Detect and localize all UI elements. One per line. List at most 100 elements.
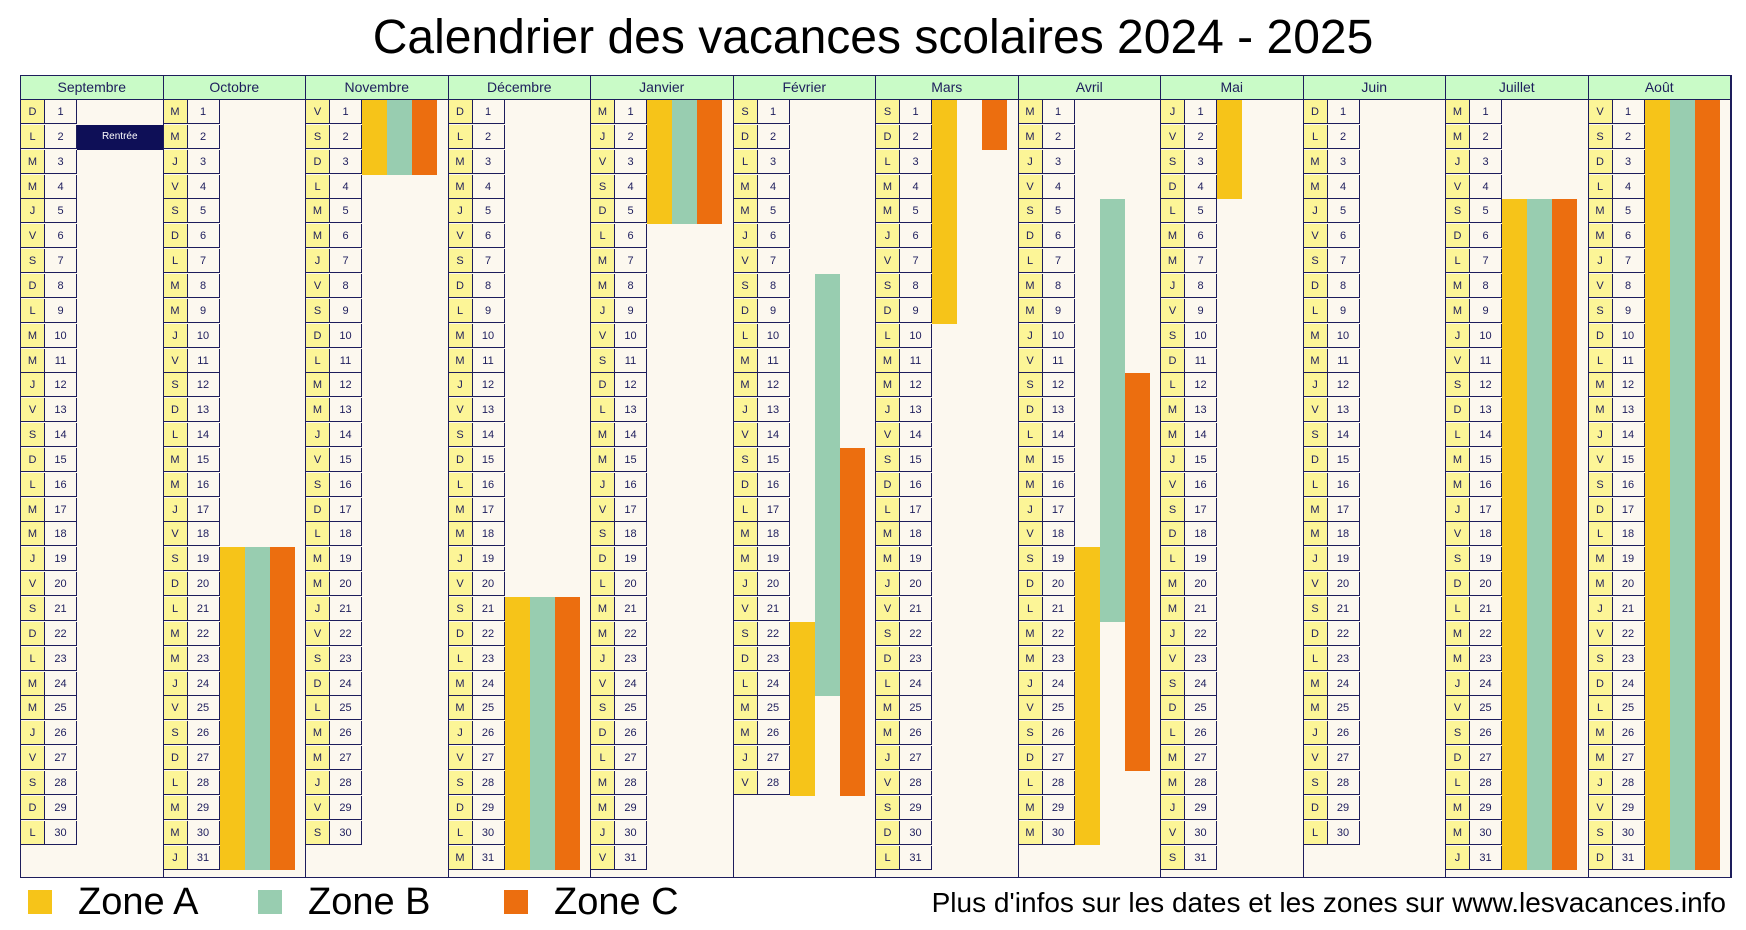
day-row: L 14: [163, 423, 220, 448]
day-number: 21: [330, 597, 362, 621]
day-row: V 29: [1588, 795, 1645, 820]
weekday-letter: L: [1161, 547, 1185, 572]
day-number: 8: [1042, 273, 1075, 298]
day-row: S 26: [1446, 721, 1502, 746]
day-row: M 19: [306, 547, 362, 572]
day-number: 27: [900, 746, 932, 771]
day-number: 3: [1612, 149, 1645, 174]
day-row: V 13: [1303, 398, 1360, 423]
day-number: 20: [757, 572, 790, 597]
holiday-bar-zone-c: [1552, 199, 1577, 871]
day-number: 7: [1042, 249, 1075, 274]
month-column: Mars S 1 D 2 L 3 M 4 M 5 J 6 V 7 S 8 D 9 L 10 M 11 M 12 J 13 V 14 S 15…: [876, 76, 1019, 877]
day-number: 22: [757, 621, 790, 646]
day-number: 26: [187, 721, 220, 746]
day-number: 22: [1470, 621, 1502, 646]
weekday-letter: D: [1446, 746, 1470, 771]
day-row: S 12: [163, 373, 220, 398]
day-row: D 30: [876, 820, 932, 845]
day-number: 11: [472, 348, 505, 373]
day-row: M 21: [591, 597, 647, 621]
day-row: L 12: [1161, 373, 1217, 398]
day-row: D 29: [448, 795, 505, 820]
day-number: 8: [757, 273, 790, 298]
day-number: 20: [330, 572, 362, 597]
weekday-letter: L: [876, 323, 900, 348]
day-number: 25: [1327, 696, 1360, 721]
day-number: 25: [187, 696, 220, 721]
day-number: 6: [472, 224, 505, 249]
weekday-letter: V: [21, 746, 45, 771]
weekday-letter: V: [1018, 174, 1043, 199]
weekday-letter: S: [733, 273, 758, 298]
day-row: M 10: [21, 323, 77, 348]
day-row: J 23: [591, 646, 647, 671]
day-row: S 12: [1446, 373, 1502, 398]
weekday-letter: S: [1446, 547, 1470, 572]
weekday-letter: M: [733, 696, 758, 721]
weekday-letter: J: [876, 572, 900, 597]
weekday-letter: S: [21, 597, 45, 621]
day-number: 13: [45, 398, 77, 423]
day-number: 14: [1185, 423, 1217, 448]
weekday-letter: V: [21, 572, 45, 597]
day-number: 13: [330, 398, 362, 423]
day-number: 1: [45, 100, 77, 124]
weekday-letter: M: [163, 298, 188, 323]
weekday-letter: M: [1018, 795, 1043, 820]
weekday-letter: V: [1018, 696, 1043, 721]
day-row: D 29: [1303, 795, 1360, 820]
day-row: L 11: [1588, 348, 1645, 373]
day-number: 2: [1470, 124, 1502, 149]
weekday-letter: J: [591, 472, 615, 497]
day-row: S 16: [306, 472, 362, 497]
day-row: M 20: [306, 572, 362, 597]
day-number: 15: [615, 447, 647, 472]
day-row: D 27: [1018, 746, 1075, 771]
weekday-letter: M: [733, 174, 758, 199]
day-row: D 13: [163, 398, 220, 423]
day-number: 25: [1185, 696, 1217, 721]
weekday-letter: S: [448, 597, 473, 621]
day-number: 26: [45, 721, 77, 746]
day-number: 26: [1470, 721, 1502, 746]
day-number: 8: [1470, 273, 1502, 298]
day-number: 26: [900, 721, 932, 746]
day-row: V 14: [876, 423, 932, 448]
day-row: S 23: [306, 646, 362, 671]
month-header: Décembre: [448, 76, 590, 100]
day-row: J 16: [591, 472, 647, 497]
weekday-letter: J: [591, 646, 615, 671]
day-row: D 18: [1161, 522, 1217, 547]
day-number: 29: [900, 795, 932, 820]
info-link-text[interactable]: Plus d'infos sur les dates et les zones …: [931, 887, 1726, 918]
day-row: J 14: [1588, 423, 1645, 448]
day-number: 8: [900, 273, 932, 298]
day-number: 27: [1470, 746, 1502, 771]
day-row: V 25: [1018, 696, 1075, 721]
day-number: 2: [472, 124, 505, 149]
weekday-letter: M: [591, 249, 615, 274]
weekday-letter: D: [1161, 696, 1185, 721]
weekday-letter: D: [1588, 845, 1613, 870]
day-row: L 14: [1446, 423, 1502, 448]
day-number: 30: [45, 820, 77, 845]
day-number: 9: [330, 298, 362, 323]
day-row: M 25: [21, 696, 77, 721]
day-number: 8: [472, 273, 505, 298]
day-number: 18: [1185, 522, 1217, 547]
weekday-letter: L: [876, 845, 900, 870]
day-row: D 16: [876, 472, 932, 497]
day-number: 24: [1185, 671, 1217, 696]
weekday-letter: M: [21, 671, 45, 696]
day-row: V 20: [1303, 572, 1360, 597]
day-number: 15: [330, 447, 362, 472]
day-number: 22: [1612, 621, 1645, 646]
